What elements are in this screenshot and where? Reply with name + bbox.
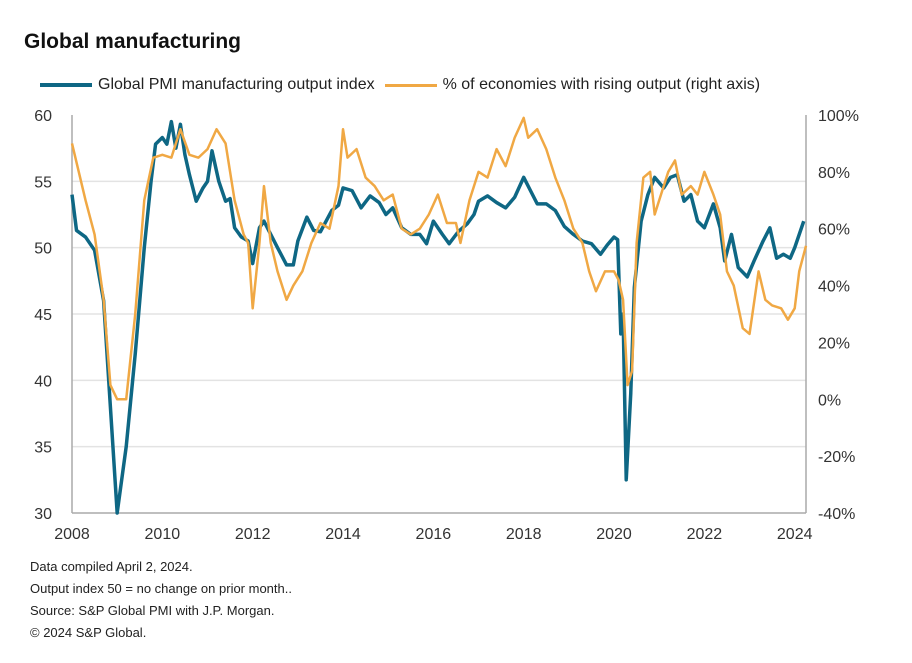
y-tick-left: 55 [34, 174, 52, 191]
x-tick: 2022 [687, 526, 723, 543]
footer-date: Data compiled April 2, 2024. [30, 559, 193, 574]
footer-source: Source: S&P Global PMI with J.P. Morgan. [30, 603, 275, 618]
y-tick-left: 35 [34, 440, 52, 457]
y-tick-right: 0% [818, 392, 841, 409]
y-tick-right: 60% [818, 222, 850, 239]
y-tick-right: 20% [818, 335, 850, 352]
y-tick-right: -40% [818, 506, 855, 523]
y-tick-right: 80% [818, 165, 850, 182]
y-tick-right: 40% [818, 279, 850, 296]
y-tick-left: 60 [34, 108, 52, 125]
x-tick: 2012 [235, 526, 271, 543]
y-tick-right: 100% [818, 108, 859, 125]
footer-copyright: © 2024 S&P Global. [30, 625, 147, 640]
x-tick: 2018 [506, 526, 542, 543]
legend-swatch-economies [384, 83, 437, 87]
y-tick-left: 30 [34, 506, 52, 523]
y-tick-left: 45 [34, 307, 52, 324]
legend-label-economies: % of economies with rising output (right… [442, 76, 761, 93]
legend-item-pmi: Global PMI manufacturing output index [40, 76, 375, 94]
x-tick: 2008 [54, 526, 90, 543]
x-tick: 2020 [596, 526, 632, 543]
series-line-economies [70, 116, 808, 401]
legend-item-economies: % of economies with rising output (right… [384, 76, 761, 94]
y-tick-right: -20% [818, 449, 855, 466]
series-line-pmi [70, 119, 806, 515]
x-tick: 2024 [777, 526, 813, 543]
footer-note: Output index 50 = no change on prior mon… [30, 581, 292, 596]
legend-swatch-pmi [40, 83, 92, 87]
footer-notes: Data compiled April 2, 2024. Output inde… [30, 556, 292, 644]
x-tick: 2016 [416, 526, 452, 543]
legend: Global PMI manufacturing output index % … [40, 76, 770, 94]
chart-title: Global manufacturing [24, 30, 242, 53]
x-tick: 2014 [325, 526, 361, 543]
legend-label-pmi: Global PMI manufacturing output index [98, 76, 375, 93]
y-tick-left: 50 [34, 241, 52, 258]
x-tick: 2010 [145, 526, 181, 543]
y-tick-left: 40 [34, 373, 52, 390]
